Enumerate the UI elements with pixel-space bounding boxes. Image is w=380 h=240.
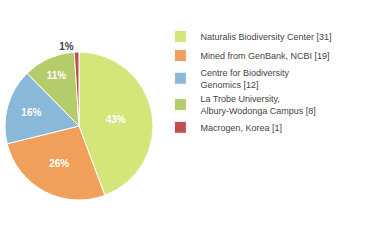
svg-text:11%: 11%	[47, 70, 67, 81]
svg-text:Naturalis Biodiversity Center: Naturalis Biodiversity Center [31]	[200, 32, 331, 42]
svg-text:Centre for BiodiversityGenomic: Centre for BiodiversityGenomics [12]	[200, 68, 289, 90]
svg-text:Macrogen, Korea [1]: Macrogen, Korea [1]	[200, 123, 282, 133]
svg-text:43%: 43%	[106, 114, 126, 125]
svg-text:16%: 16%	[21, 107, 41, 118]
svg-text:La Trobe University,Albury-Wod: La Trobe University,Albury-Wodonga Campu…	[200, 94, 315, 116]
svg-text:Mined from GenBank, NCBI [19]: Mined from GenBank, NCBI [19]	[200, 51, 329, 61]
svg-text:1%: 1%	[59, 41, 74, 52]
svg-text:26%: 26%	[49, 158, 69, 169]
